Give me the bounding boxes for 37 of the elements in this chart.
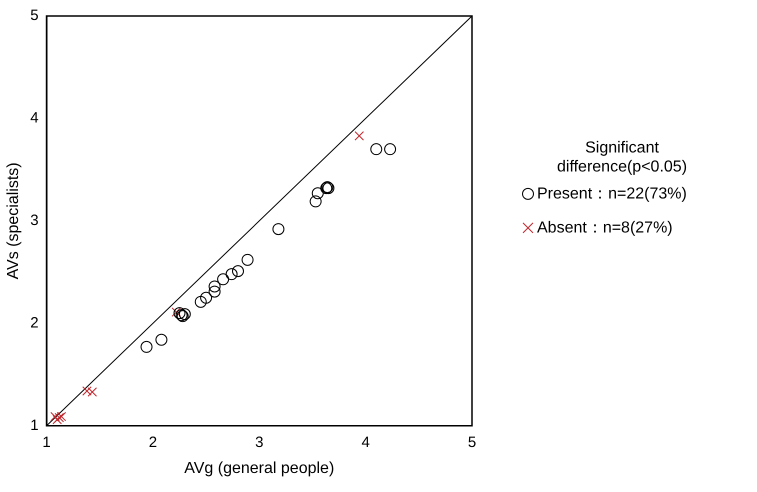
point <box>370 143 382 156</box>
legend-label: Absent：n=8(27%) <box>537 219 673 236</box>
x-axis-title: AVg (general people) <box>184 460 334 477</box>
y-axis-title: AVs (specialists) <box>5 162 22 280</box>
point <box>194 296 207 308</box>
x-tick-label: 4 <box>361 434 370 451</box>
point <box>82 386 92 396</box>
point <box>232 265 244 278</box>
x-tick-label: 1 <box>42 434 51 451</box>
x-tick-label: 2 <box>148 434 158 451</box>
point <box>50 412 60 422</box>
point <box>217 273 230 286</box>
point <box>88 387 98 397</box>
y-tick-label: 4 <box>30 110 39 127</box>
point <box>242 254 254 266</box>
point <box>174 307 186 320</box>
x-tick-label: 5 <box>468 434 476 451</box>
point <box>52 414 62 424</box>
legend-title: Significant difference(p<0.05) <box>556 139 688 176</box>
point <box>272 223 284 236</box>
point <box>172 307 182 317</box>
point <box>200 292 212 304</box>
y-tick-label: 3 <box>30 212 39 230</box>
y-tick-label: 2 <box>30 314 39 332</box>
y-tick-label: 5 <box>30 7 39 24</box>
point <box>312 187 324 200</box>
point <box>208 286 221 298</box>
point <box>155 334 168 346</box>
point <box>208 280 221 292</box>
point <box>226 268 238 280</box>
point <box>310 195 322 208</box>
point <box>354 131 364 141</box>
legend-label: Present：n=22(73%) <box>537 185 687 202</box>
y-tick-label: 1 <box>30 416 39 434</box>
point <box>384 143 396 156</box>
x-tick-label: 3 <box>255 434 264 451</box>
point <box>140 340 153 353</box>
